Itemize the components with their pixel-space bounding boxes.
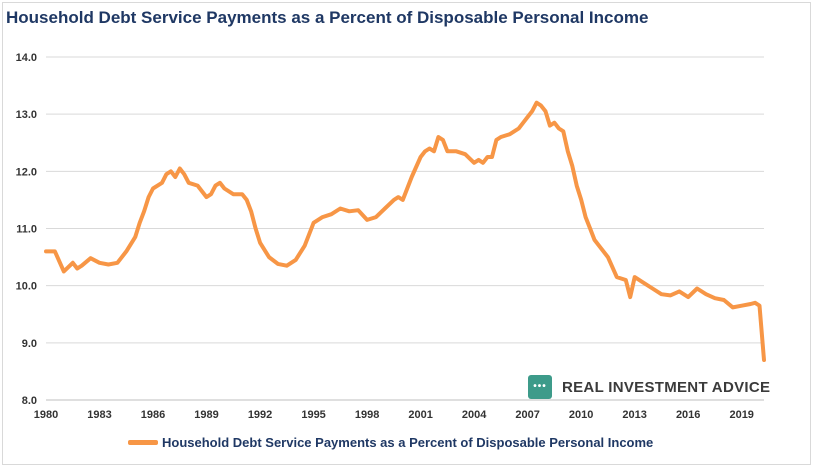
series-group — [44, 100, 766, 362]
x-tick-label: 1986 — [141, 409, 165, 421]
logo-dots: ••• — [533, 381, 547, 392]
x-tick-label: 2019 — [729, 409, 753, 421]
y-axis-ticks: 8.0 9.0 10.0 11.0 12.0 13.0 14.0 — [16, 52, 37, 407]
y-tick-label: 12.0 — [16, 166, 37, 178]
x-axis-ticks: 1980 1983 1986 1989 1992 1995 1998 2001 2004 2007… — [34, 409, 754, 421]
x-tick-label: 2016 — [676, 409, 700, 421]
y-tick-label: 8.0 — [22, 395, 37, 407]
x-tick-label: 2010 — [569, 409, 593, 421]
legend: Household Debt Service Payments as a Per… — [128, 434, 653, 450]
x-tick-label: 1989 — [194, 409, 218, 421]
x-tick-label: 2004 — [462, 409, 487, 421]
x-tick-label: 2001 — [408, 409, 432, 421]
x-tick-label: 2013 — [622, 409, 646, 421]
y-tick-label: 9.0 — [22, 338, 37, 350]
x-tick-label: 2007 — [515, 409, 539, 421]
x-tick-label: 1992 — [248, 409, 272, 421]
y-tick-label: 13.0 — [16, 109, 37, 121]
x-tick-label: 1998 — [355, 409, 379, 421]
chart-frame — [2, 2, 811, 465]
y-tick-label: 14.0 — [16, 52, 37, 64]
logo-mark-icon: ••• — [528, 375, 552, 399]
watermark-logo: ••• REAL INVESTMENT ADVICE — [528, 374, 770, 400]
series-line-0 — [44, 100, 766, 362]
y-tick-label: 10.0 — [16, 281, 37, 293]
watermark-text: REAL INVESTMENT ADVICE — [562, 378, 771, 396]
y-tick-label: 11.0 — [16, 224, 37, 236]
x-tick-label: 1980 — [34, 409, 58, 421]
legend-swatch — [128, 439, 158, 445]
x-tick-label: 1995 — [301, 409, 325, 421]
x-tick-label: 1983 — [87, 409, 111, 421]
chart-title: Household Debt Service Payments as a Per… — [6, 8, 649, 27]
gridlines — [46, 56, 764, 401]
legend-entry: Household Debt Service Payments as a Per… — [162, 434, 654, 450]
